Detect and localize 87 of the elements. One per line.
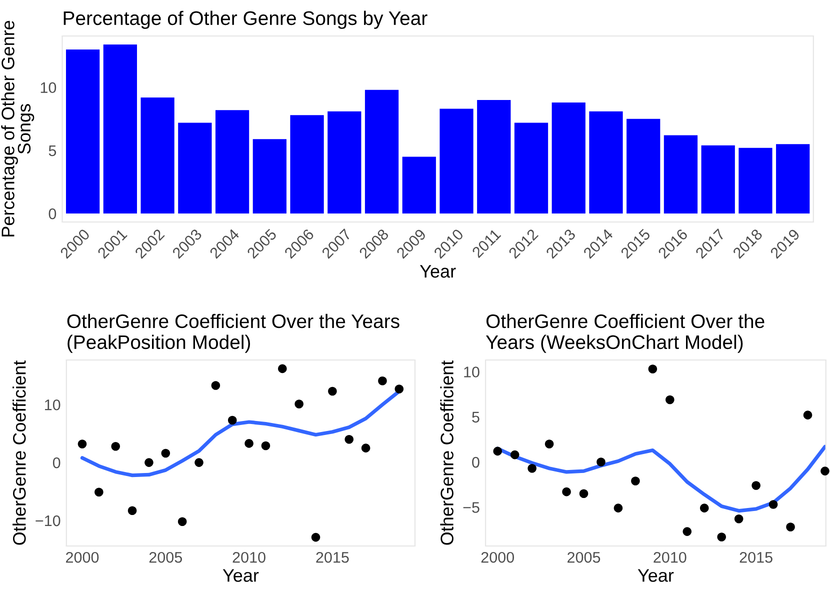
point (344, 434, 354, 444)
bar (215, 110, 250, 214)
bar (252, 139, 286, 214)
bar (290, 115, 324, 214)
bar (402, 156, 436, 214)
x-tick-label: 2015 (740, 552, 772, 563)
point (278, 364, 287, 374)
point (361, 444, 370, 452)
x-tick-label: 2000 (481, 552, 514, 563)
bar (66, 50, 100, 214)
bar (328, 111, 362, 214)
y-tick-label: 10 (40, 82, 56, 94)
y-tick-label: 10 (45, 399, 60, 410)
x-tick-label: 2015 (316, 552, 349, 563)
point (631, 476, 640, 486)
bar (477, 100, 511, 214)
y-axis-title: Percentage of Other Genre Songs (1, 20, 34, 236)
point (528, 464, 536, 473)
y-tick-label: 0 (52, 457, 60, 468)
bar (103, 44, 137, 214)
point (648, 364, 658, 374)
chart-title: Percentage of Other Genre Songs by Year (64, 10, 428, 29)
point (294, 400, 304, 408)
point (752, 481, 760, 490)
point (144, 458, 154, 467)
y-tick-label: −5 (463, 502, 480, 513)
chart-title: OtherGenre Coefficient Over the Years (PeakPosition Model) (67, 314, 400, 353)
x-tick-label: 2005 (149, 552, 182, 563)
bar (514, 122, 548, 214)
bar (664, 135, 698, 214)
point (161, 448, 170, 458)
point (768, 500, 778, 509)
x-tick-label: 2000 (66, 552, 99, 563)
y-tick-label: 5 (48, 145, 56, 156)
y-tick-label: −10 (36, 515, 60, 526)
point (128, 506, 137, 516)
bar (364, 90, 399, 214)
point (194, 458, 204, 467)
point (394, 384, 404, 394)
point (820, 466, 830, 476)
point (378, 376, 387, 386)
y-tick-label: 0 (472, 456, 480, 468)
bar (140, 97, 174, 214)
x-axis-title: Year (638, 569, 674, 582)
point (94, 488, 104, 497)
point (579, 489, 588, 498)
x-tick-label: 2010 (232, 552, 266, 563)
y-axis-title: OtherGenre Coefficient (12, 360, 26, 545)
point (510, 450, 520, 460)
point (717, 532, 726, 542)
bar (178, 122, 212, 214)
y-axis-title: OtherGenre Coefficient (440, 360, 454, 545)
point (178, 517, 187, 526)
point (734, 514, 744, 524)
point (228, 416, 237, 425)
point (803, 410, 812, 420)
bar (552, 102, 586, 214)
bar (776, 144, 810, 214)
point (562, 487, 571, 496)
point (614, 504, 623, 512)
y-tick-label: 5 (472, 412, 480, 423)
x-tick-label: 2005 (568, 552, 600, 563)
point (328, 386, 337, 396)
point (111, 442, 120, 451)
point (596, 458, 606, 466)
bar (701, 145, 735, 214)
point (666, 395, 674, 404)
point (211, 381, 220, 390)
bar (738, 148, 772, 214)
point (78, 440, 87, 448)
point (700, 504, 709, 512)
x-axis-title: Year (222, 569, 259, 582)
point (244, 439, 254, 448)
point (544, 440, 554, 448)
y-tick-label: 10 (464, 366, 480, 378)
bar (440, 108, 474, 214)
point (261, 441, 270, 450)
x-tick-label: 2010 (654, 552, 686, 563)
point (786, 522, 795, 532)
y-tick-label: 0 (48, 208, 56, 220)
bar (626, 118, 660, 214)
bar (589, 111, 623, 214)
point (682, 527, 692, 536)
chart-title: OtherGenre Coefficient Over the Years (WeeksOnChart Model) (486, 314, 764, 353)
x-axis-title: Year (420, 265, 456, 278)
point (493, 446, 502, 456)
point (311, 532, 320, 542)
